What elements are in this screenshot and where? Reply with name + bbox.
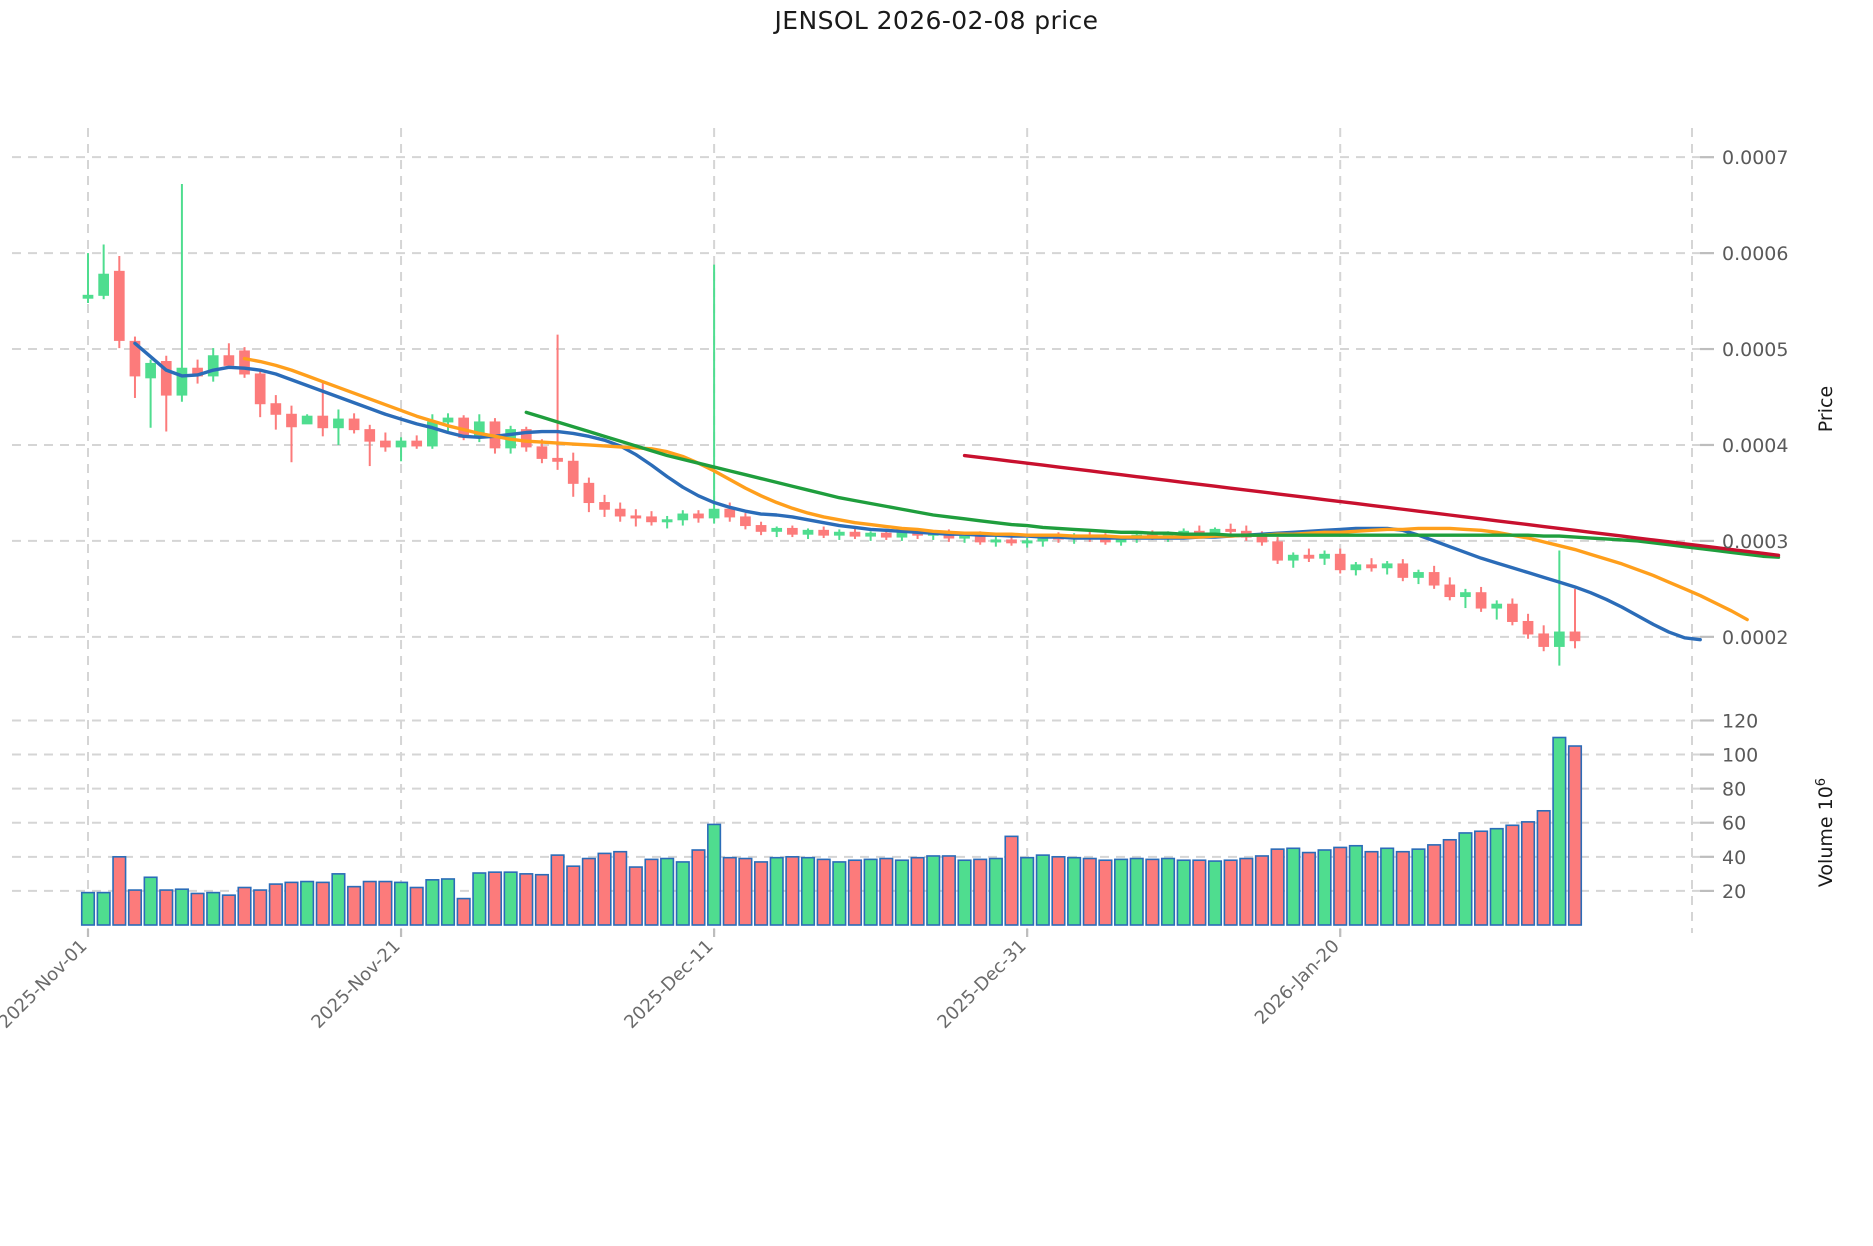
volume-tick-label: 100 <box>1722 745 1758 767</box>
x-tick-label: 2025-Nov-21 <box>307 936 404 1033</box>
volume-series <box>80 736 1583 926</box>
x-tick-label: 2025-Dec-31 <box>933 936 1030 1033</box>
price-tick-label: 0.0003 <box>1722 531 1788 553</box>
axis-titles: Price Volume 106 <box>1814 386 1837 887</box>
volume-tick-label: 40 <box>1722 847 1746 869</box>
x-tick-label: 2026-Jan-20 <box>1251 936 1344 1029</box>
volume-axis-title: Volume 106 <box>1814 778 1837 887</box>
volume-tick-label: 60 <box>1722 813 1746 835</box>
price-tick-label: 0.0004 <box>1722 435 1788 457</box>
price-tick-label: 0.0005 <box>1722 339 1788 361</box>
x-tick-label: 2025-Nov-01 <box>0 936 92 1033</box>
x-tick-label: 2025-Dec-11 <box>620 936 717 1033</box>
price-axis-labels: 0.0007 0.0006 0.0005 0.0004 0.0003 0.0002 <box>1722 147 1788 649</box>
axis-ticks <box>86 156 1714 937</box>
price-tick-label: 0.0007 <box>1722 147 1788 169</box>
x-axis-labels: 2025-Nov-01 2025-Nov-21 2025-Dec-11 2025-De… <box>0 936 1344 1033</box>
price-tick-label: 0.0006 <box>1722 243 1788 265</box>
chart-title: JENSOL 2026-02-08 price <box>774 6 1099 35</box>
volume-tick-label: 120 <box>1722 710 1758 732</box>
volume-tick-label: 80 <box>1722 779 1746 801</box>
candlestick-series <box>82 184 1581 666</box>
price-axis-title: Price <box>1815 386 1837 432</box>
moving-average-lines <box>133 341 1781 642</box>
price-tick-label: 0.0002 <box>1722 627 1788 649</box>
volume-axis-labels: 120 100 80 60 40 20 <box>1722 710 1758 902</box>
volume-tick-label: 20 <box>1722 881 1746 903</box>
